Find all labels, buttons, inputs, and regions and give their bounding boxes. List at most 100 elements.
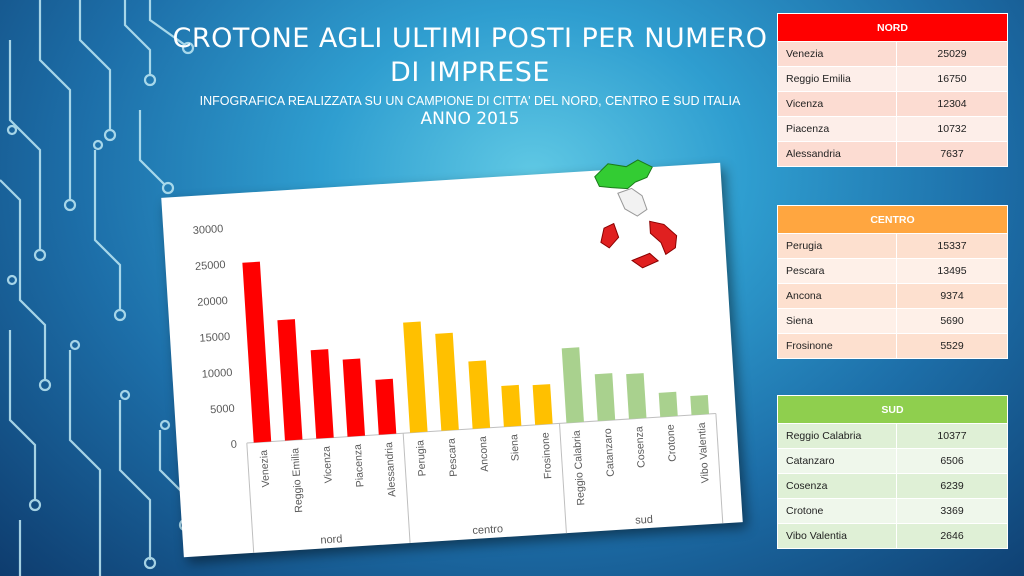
city-cell: Ancona: [777, 283, 897, 309]
circuit-decoration: [0, 0, 195, 576]
x-tick-label: Reggio Calabria: [571, 430, 588, 506]
table-sud-header: SUD: [777, 395, 1008, 424]
city-cell: Crotone: [777, 498, 897, 524]
table-row: Venezia 25029: [777, 41, 1008, 67]
x-tick-label: Perugia: [414, 440, 428, 477]
table-row: Pescara 13495: [777, 258, 1008, 284]
x-tick-label: Pescara: [446, 438, 460, 477]
value-cell: 2646: [896, 523, 1008, 549]
group-separator: [559, 423, 568, 539]
bar: [277, 319, 303, 441]
table-row: Reggio Emilia 16750: [777, 66, 1008, 92]
title-block: CROTONE AGLI ULTIMI POSTI PER NUMERO DI …: [160, 22, 780, 129]
table-nord-header: NORD: [777, 13, 1008, 42]
value-cell: 15337: [896, 233, 1008, 259]
bar: [242, 261, 272, 443]
city-cell: Vibo Valentia: [777, 523, 897, 549]
x-tick-label: Catanzaro: [602, 428, 617, 477]
value-cell: 6239: [896, 473, 1008, 499]
table-nord: NORD Venezia 25029 Reggio Emilia 16750 Vic…: [777, 13, 1008, 167]
bar: [532, 384, 553, 425]
city-cell: Perugia: [777, 233, 897, 259]
table-row: Reggio Calabria 10377: [777, 423, 1008, 449]
bar: [658, 391, 678, 418]
value-cell: 9374: [896, 283, 1008, 309]
value-cell: 7637: [896, 141, 1008, 167]
table-row: Crotone 3369: [777, 498, 1008, 524]
y-tick-label: 5000: [210, 403, 235, 417]
group-label: nord: [320, 533, 343, 546]
value-cell: 13495: [896, 258, 1008, 284]
group-separator: [402, 433, 411, 549]
bar: [468, 360, 491, 429]
x-tick-label: Frosinone: [539, 432, 554, 480]
y-tick-label: 0: [230, 439, 237, 451]
city-cell: Alessandria: [777, 141, 897, 167]
x-tick-label: Venezia: [258, 449, 272, 487]
table-row: Perugia 15337: [777, 233, 1008, 259]
city-cell: Siena: [777, 308, 897, 334]
bar: [310, 349, 334, 439]
group-label: centro: [472, 523, 503, 537]
table-centro-header: CENTRO: [777, 205, 1008, 234]
city-cell: Frosinone: [777, 333, 897, 359]
italy-map-icon: [594, 159, 678, 269]
value-cell: 3369: [896, 498, 1008, 524]
city-cell: Vicenza: [777, 91, 897, 117]
page-subtitle: INFOGRAFICA REALIZZATA SU UN CAMPIONE DI…: [199, 94, 741, 108]
group-separator: [246, 443, 255, 558]
city-cell: Cosenza: [777, 473, 897, 499]
table-row: Catanzaro 6506: [777, 448, 1008, 474]
y-tick-label: 30000: [192, 223, 223, 237]
bar: [561, 347, 584, 423]
value-cell: 10377: [896, 423, 1008, 449]
y-tick-label: 20000: [197, 295, 228, 309]
x-tick-label: Piacenza: [352, 444, 367, 488]
bar-chart: 0 5000 10000 15000 20000 25000 30000 Venezia Reg…: [192, 223, 724, 558]
table-sud: SUD Reggio Calabria 10377 Catanzaro 6506 C…: [777, 395, 1008, 549]
x-tick-label: Alessandria: [383, 442, 398, 498]
x-tick-label: Siena: [508, 434, 522, 462]
x-tick-label: Crotone: [664, 424, 678, 462]
x-tick-label: Vicenza: [320, 446, 334, 484]
bar: [690, 394, 710, 416]
value-cell: 5690: [896, 308, 1008, 334]
y-tick-label: 25000: [195, 259, 226, 273]
value-cell: 10732: [896, 116, 1008, 142]
value-cell: 12304: [896, 91, 1008, 117]
bar: [626, 373, 647, 420]
bar: [375, 378, 397, 435]
table-centro: CENTRO Perugia 15337 Pescara 13495 Ancona 9…: [777, 205, 1008, 359]
city-cell: Reggio Calabria: [777, 423, 897, 449]
city-cell: Piacenza: [777, 116, 897, 142]
x-tick-label: Vibo Valentia: [696, 422, 712, 484]
x-tick-label: Cosenza: [633, 426, 648, 468]
value-cell: 5529: [896, 333, 1008, 359]
x-tick-label: Ancona: [477, 436, 491, 472]
table-row: Frosinone 5529: [777, 333, 1008, 359]
bar: [342, 358, 366, 437]
table-row: Siena 5690: [777, 308, 1008, 334]
y-tick-label: 15000: [199, 331, 230, 345]
bar: [501, 384, 522, 427]
x-tick-label: Reggio Emilia: [289, 447, 305, 513]
table-row: Cosenza 6239: [777, 473, 1008, 499]
city-cell: Pescara: [777, 258, 897, 284]
bar: [435, 332, 459, 431]
city-cell: Catanzaro: [777, 448, 897, 474]
city-cell: Reggio Emilia: [777, 66, 897, 92]
city-cell: Venezia: [777, 41, 897, 67]
y-tick-label: 10000: [201, 367, 232, 381]
table-row: Alessandria 7637: [777, 141, 1008, 167]
value-cell: 25029: [896, 41, 1008, 67]
table-row: Ancona 9374: [777, 283, 1008, 309]
table-row: Vicenza 12304: [777, 91, 1008, 117]
bar: [594, 373, 616, 421]
group-separator: [715, 413, 724, 529]
group-label: sud: [635, 514, 653, 527]
page-year: ANNO 2015: [420, 109, 520, 129]
value-cell: 16750: [896, 66, 1008, 92]
chart-card: 0 5000 10000 15000 20000 25000 30000 Venezia Reg…: [161, 159, 743, 558]
bar: [403, 321, 428, 433]
page-title: CROTONE AGLI ULTIMI POSTI PER NUMERO DI …: [172, 23, 768, 88]
